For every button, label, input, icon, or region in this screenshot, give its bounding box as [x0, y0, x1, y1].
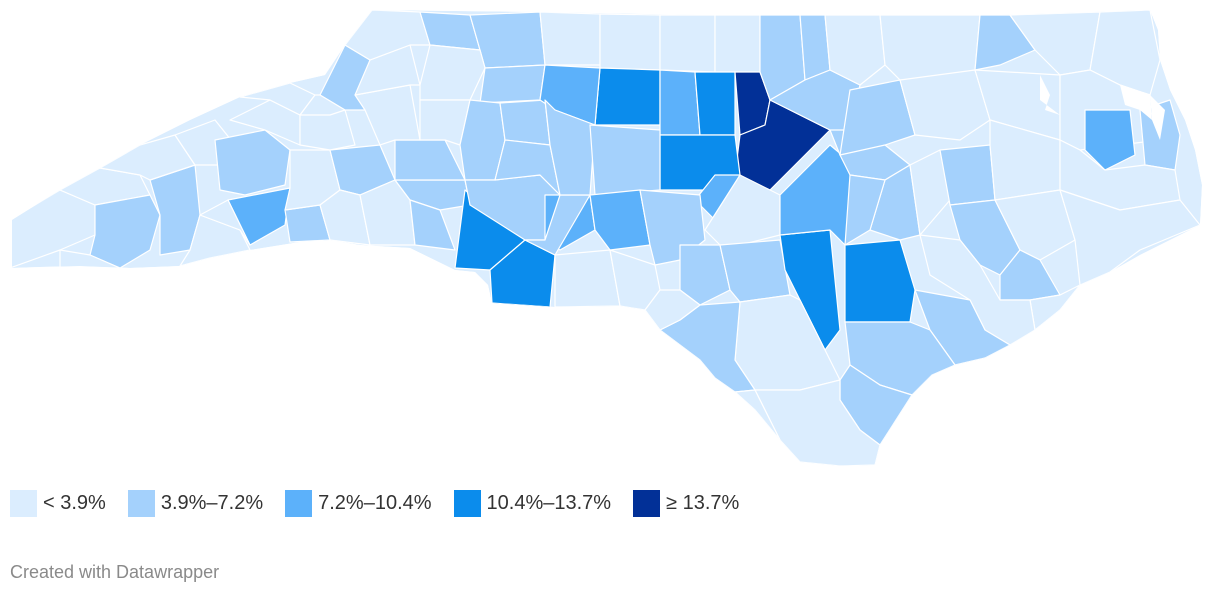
county-57[interactable]	[554, 249, 621, 308]
legend-swatch-3	[285, 490, 313, 517]
county-23[interactable]	[409, 199, 456, 251]
county-19[interactable]	[299, 94, 346, 116]
legend-label-3: 7.2%–10.4%	[318, 492, 432, 514]
county-3[interactable]	[89, 194, 161, 269]
county-78[interactable]	[1084, 109, 1136, 171]
county-71[interactable]	[879, 14, 981, 81]
county-36[interactable]	[489, 239, 556, 308]
county-49[interactable]	[694, 71, 736, 136]
choropleth-map	[12, 10, 1202, 466]
legend-swatch-2	[127, 490, 155, 517]
legend-label-2: 3.9%–7.2%	[160, 492, 264, 514]
county-100[interactable]	[734, 389, 781, 441]
county-92[interactable]	[919, 234, 1036, 346]
county-55[interactable]	[589, 189, 651, 251]
water-body-3	[1120, 85, 1152, 120]
legend-swatch-4	[453, 490, 481, 517]
county-34[interactable]	[499, 99, 551, 146]
county-43[interactable]	[659, 14, 716, 73]
legend-item-4: 10.4%–13.7%	[453, 490, 612, 517]
county-59[interactable]	[679, 244, 731, 306]
county-63[interactable]	[844, 239, 916, 323]
county-72[interactable]	[974, 14, 1036, 71]
legend-item-5: ≥ 13.7%	[633, 490, 739, 517]
legend-label-1: < 3.9%	[43, 492, 106, 514]
legend-item-2: 3.9%–7.2%	[127, 490, 264, 517]
credit-text: Created with Datawrapper	[10, 562, 220, 582]
county-48[interactable]	[659, 69, 701, 136]
county-41[interactable]	[539, 11, 601, 66]
legend-item-3: 7.2%–10.4%	[285, 490, 432, 517]
county-97[interactable]	[644, 289, 701, 331]
county-88[interactable]	[994, 189, 1076, 261]
county-38[interactable]	[494, 139, 561, 196]
county-32[interactable]	[479, 64, 546, 104]
legend-label-4: 10.4%–13.7%	[486, 492, 612, 514]
county-17[interactable]	[299, 109, 356, 151]
county-70[interactable]	[824, 14, 886, 86]
legend-swatch-5	[633, 490, 661, 517]
county-54[interactable]	[589, 124, 661, 196]
county-84[interactable]	[939, 144, 996, 206]
county-69[interactable]	[839, 79, 916, 156]
county-82[interactable]	[844, 174, 886, 246]
legend: < 3.9% 3.9%–7.2% 7.2%–10.4% 10.4%–13.7% …	[10, 490, 761, 517]
county-75[interactable]	[899, 69, 991, 141]
legend-item-1: < 3.9%	[10, 490, 106, 517]
county-2[interactable]	[59, 167, 151, 206]
county-45[interactable]	[594, 67, 661, 126]
county-44[interactable]	[714, 14, 761, 73]
county-12[interactable]	[199, 199, 251, 246]
county-89[interactable]	[1059, 189, 1201, 286]
water-body-2	[1150, 95, 1165, 140]
county-31[interactable]	[419, 99, 471, 146]
legend-swatch-1	[10, 490, 37, 517]
north-carolina-county-map	[12, 10, 1202, 466]
legend-label-5: ≥ 13.7%	[666, 492, 740, 514]
county-42[interactable]	[599, 13, 661, 71]
water-body-1	[1040, 75, 1060, 115]
